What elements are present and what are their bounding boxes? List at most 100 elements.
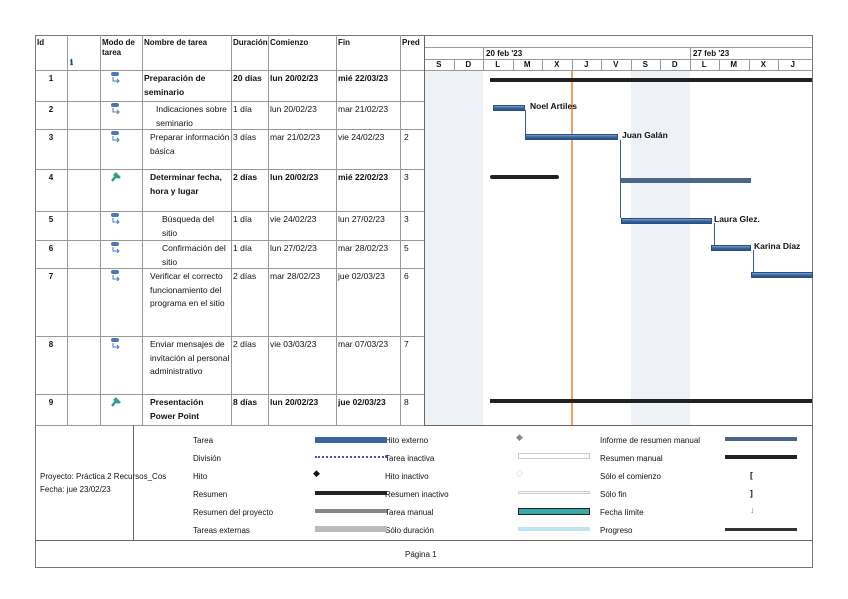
auto-scheduled-icon <box>110 213 124 225</box>
legend-label: Progreso <box>600 526 633 535</box>
day-label: X <box>554 60 560 69</box>
day-label: L <box>701 60 707 69</box>
rollup-bar-4[interactable] <box>621 178 751 183</box>
task-name[interactable]: Preparar información básica <box>150 132 230 156</box>
task-predecessor: 3 <box>404 172 409 182</box>
legend-label: Resumen <box>193 490 228 499</box>
manual-pin-icon <box>110 171 124 182</box>
task-id: 1 <box>48 74 54 83</box>
task-start: mar 28/02/23 <box>270 271 321 281</box>
auto-scheduled-icon <box>110 270 124 282</box>
task-name[interactable]: Enviar mensajes de invitación al persona… <box>150 339 230 376</box>
legend-label: Informe de resumen manual <box>600 436 701 445</box>
external-milestone-icon: ◆ <box>516 432 523 442</box>
task-start: lun 20/02/23 <box>270 397 319 407</box>
task-finish: vie 24/02/23 <box>338 132 385 142</box>
col-header-duration[interactable]: Duración <box>233 38 268 47</box>
legend-label: División <box>193 454 222 463</box>
task-finish: mar 07/03/23 <box>338 339 389 349</box>
day-label: J <box>790 60 795 69</box>
weekend-shade <box>631 70 690 425</box>
task-start: vie 03/03/23 <box>270 339 317 349</box>
task-name[interactable]: Búsqueda del sitio <box>162 214 214 238</box>
col-header-finish[interactable]: Fin <box>338 38 350 47</box>
legend-label: Fecha límite <box>600 508 644 517</box>
task-name[interactable]: Presentación Power Point <box>150 397 204 421</box>
col-header-start[interactable]: Comienzo <box>270 38 309 47</box>
legend-manual-task-swatch <box>518 508 590 515</box>
legend-label: Hito externo <box>385 436 429 445</box>
task-start: mar 21/02/23 <box>270 132 321 142</box>
task-predecessor: 2 <box>404 132 409 142</box>
task-bar-2[interactable] <box>493 105 525 111</box>
resource-label: Laura Glez. <box>714 214 760 224</box>
week-label: 20 feb '23 <box>486 49 523 58</box>
task-bar-7[interactable] <box>751 272 813 278</box>
legend-label: Sólo fin <box>600 490 627 499</box>
col-header-id[interactable]: Id <box>37 38 45 47</box>
day-label: X <box>760 60 766 69</box>
resource-label: Juan Galán <box>622 130 668 140</box>
manual-summary-bar-9[interactable] <box>490 399 812 403</box>
task-finish: mié 22/02/23 <box>338 172 389 182</box>
resource-label: Karina Díaz <box>754 241 801 251</box>
legend-label: Tarea manual <box>385 508 434 517</box>
page-number: Página 1 <box>405 550 437 559</box>
task-duration: 1 día <box>233 104 252 114</box>
task-start: lun 27/02/23 <box>270 243 317 253</box>
day-label: S <box>642 60 648 69</box>
day-label: M <box>730 60 738 69</box>
auto-scheduled-icon <box>110 72 124 84</box>
task-name[interactable]: Preparación de seminario <box>144 73 206 97</box>
task-bar-5[interactable] <box>621 218 712 224</box>
task-name[interactable]: Determinar fecha, hora y lugar <box>150 172 222 196</box>
start-only-icon: [ <box>750 470 753 480</box>
legend-label: Sólo duración <box>385 526 434 535</box>
auto-scheduled-icon <box>110 103 124 115</box>
task-finish: jue 02/03/23 <box>338 397 386 407</box>
task-duration: 8 días <box>233 397 258 407</box>
col-header-pred[interactable]: Pred <box>402 38 420 47</box>
legend-inactive-swatch <box>518 453 590 459</box>
task-id: 5 <box>48 215 54 224</box>
col-header-mode[interactable]: Modo de tarea <box>102 38 135 57</box>
summary-bar-1[interactable] <box>490 78 812 82</box>
task-id: 6 <box>48 244 54 253</box>
finish-only-icon: ] <box>750 488 753 498</box>
task-finish: mar 28/02/23 <box>338 243 389 253</box>
report-date: Fecha: jue 23/02/23 <box>40 485 111 494</box>
task-duration: 2 días <box>233 271 257 281</box>
day-label: M <box>523 60 531 69</box>
task-duration: 1 día <box>233 214 252 224</box>
task-start: lun 20/02/23 <box>270 73 319 83</box>
task-name[interactable]: Confirmación del sitio <box>162 243 226 267</box>
legend-external-swatch <box>315 526 387 532</box>
task-duration: 2 días <box>233 339 257 349</box>
task-predecessor: 7 <box>404 339 409 349</box>
task-duration: 20 días <box>233 73 262 83</box>
legend-inactive-summary-swatch <box>518 491 590 494</box>
task-bar-6[interactable] <box>711 245 751 251</box>
legend-task-swatch <box>315 437 387 443</box>
col-header-name[interactable]: Nombre de tarea <box>144 38 208 47</box>
legend-manual-rollup-swatch <box>725 437 797 441</box>
task-name[interactable]: Indicaciones sobre seminario <box>156 104 227 128</box>
task-id: 3 <box>48 133 54 142</box>
weekend-shade <box>424 70 483 425</box>
day-label: L <box>495 60 501 69</box>
task-start: vie 24/02/23 <box>270 214 317 224</box>
inactive-milestone-icon: ◇ <box>516 468 523 478</box>
task-predecessor: 6 <box>404 271 409 281</box>
task-duration: 1 día <box>233 243 252 253</box>
task-name[interactable]: Verificar el correcto funcionamiento del… <box>150 271 225 308</box>
manual-summary-bar-4[interactable] <box>490 175 559 179</box>
task-id: 9 <box>48 398 54 407</box>
auto-scheduled-icon <box>110 242 124 254</box>
task-finish: jue 02/03/23 <box>338 271 385 281</box>
task-bar-3[interactable] <box>525 134 618 140</box>
project-name: Proyecto: Práctica 2 Recursos_Cos <box>40 472 167 481</box>
milestone-icon: ◆ <box>313 468 320 478</box>
task-id: 8 <box>48 340 54 349</box>
legend-label: Resumen manual <box>600 454 663 463</box>
legend-label: Sólo el comienzo <box>600 472 661 481</box>
